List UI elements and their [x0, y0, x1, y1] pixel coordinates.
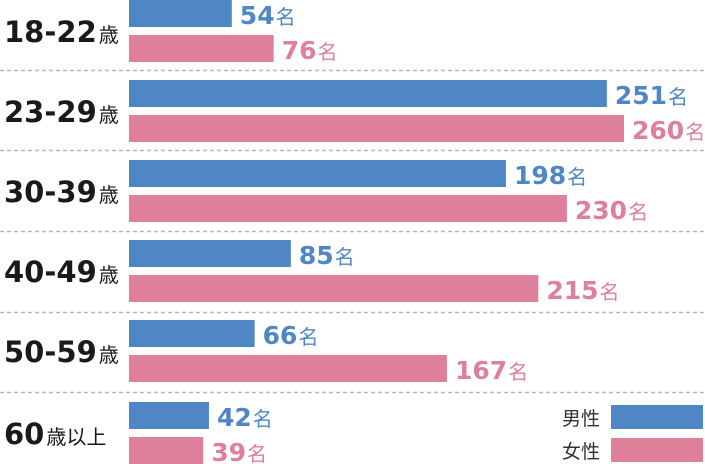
value-label: 215名: [546, 276, 619, 305]
value-label: 42名: [217, 403, 273, 432]
category-label: 50-59 歳: [4, 335, 119, 369]
category-label-number: 30-39: [4, 175, 97, 209]
value-label-number: 215: [546, 276, 598, 305]
value-label: 39名: [211, 438, 267, 464]
value-label-unit: 名: [628, 200, 648, 224]
value-label-number: 230: [575, 196, 627, 225]
value-label: 85名: [299, 241, 355, 270]
category-label-number: 23-29: [4, 95, 97, 129]
bars: [129, 0, 624, 464]
bar-male: [129, 80, 607, 107]
category-labels: 18-22 歳23-29 歳30-39 歳40-49 歳50-59 歳60 歳以上: [4, 15, 119, 451]
value-label-unit: 名: [276, 5, 296, 29]
category-label-number: 60: [4, 417, 44, 451]
category-label: 60 歳以上: [4, 417, 106, 451]
value-label-unit: 名: [685, 120, 705, 144]
category-label-number: 18-22: [4, 15, 97, 49]
bar-male: [129, 320, 255, 347]
value-label-unit: 名: [668, 85, 688, 109]
value-label-unit: 名: [253, 407, 273, 431]
value-labels: 54名76名251名260名198名230名85名215名66名167名42名3…: [211, 1, 705, 464]
value-label: 260名: [632, 116, 705, 145]
category-label: 40-49 歳: [4, 255, 119, 289]
value-label-number: 66: [263, 321, 298, 350]
value-label-number: 167: [455, 356, 507, 385]
bar-female: [129, 355, 447, 382]
category-label: 18-22 歳: [4, 15, 119, 49]
value-label-unit: 名: [508, 360, 528, 384]
legend-swatch: [611, 405, 703, 429]
category-label-unit: 歳: [99, 23, 119, 47]
value-label: 230名: [575, 196, 648, 225]
value-label: 66名: [263, 321, 319, 350]
value-label: 76名: [282, 36, 338, 65]
value-label-unit: 名: [600, 280, 620, 304]
value-label: 54名: [240, 1, 296, 30]
legend-label: 女性: [562, 441, 600, 463]
value-label-unit: 名: [567, 165, 587, 189]
category-label-unit: 歳: [99, 183, 119, 207]
value-label-number: 260: [632, 116, 684, 145]
legend-label: 男性: [562, 408, 600, 430]
group-separators: [0, 69, 705, 394]
bar-female: [129, 35, 274, 62]
value-label-unit: 名: [298, 325, 318, 349]
bar-male: [129, 0, 232, 27]
bar-male: [129, 402, 209, 429]
bar-female: [129, 275, 539, 302]
category-label: 30-39 歳: [4, 175, 119, 209]
value-label-number: 251: [615, 81, 667, 110]
value-label: 198名: [514, 161, 587, 190]
category-label-number: 40-49: [4, 255, 97, 289]
value-label-number: 54: [240, 1, 275, 30]
category-label-unit: 歳以上: [46, 425, 106, 449]
bar-female: [129, 115, 624, 142]
category-label: 23-29 歳: [4, 95, 119, 129]
category-label-unit: 歳: [99, 263, 119, 287]
category-label-unit: 歳: [99, 103, 119, 127]
value-label-number: 198: [514, 161, 566, 190]
legend-swatch: [611, 438, 703, 462]
category-label-unit: 歳: [99, 343, 119, 367]
bar-male: [129, 240, 291, 267]
value-label-unit: 名: [335, 245, 355, 269]
value-label: 167名: [455, 356, 528, 385]
bar-female: [129, 437, 204, 464]
value-label-number: 42: [217, 403, 252, 432]
bar-female: [129, 195, 567, 222]
value-label-number: 85: [299, 241, 334, 270]
value-label: 251名: [615, 81, 688, 110]
value-label-number: 76: [282, 36, 317, 65]
category-label-number: 50-59: [4, 335, 97, 369]
value-label-number: 39: [211, 438, 246, 464]
bar-male: [129, 160, 506, 187]
value-label-unit: 名: [317, 40, 337, 64]
value-label-unit: 名: [247, 442, 267, 464]
